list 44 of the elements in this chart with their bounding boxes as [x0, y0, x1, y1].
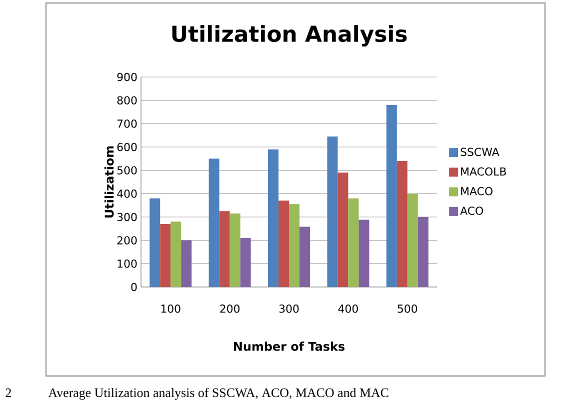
legend-label: SSCWA [460, 148, 500, 156]
text: 2 [6, 388, 11, 397]
x-tick-label: 500 [398, 304, 418, 313]
bar [289, 204, 300, 287]
bar [300, 226, 310, 287]
y-tick-label: 600 [117, 142, 137, 152]
bar [396, 161, 408, 287]
bar [230, 214, 240, 287]
x-tick-label: 300 [279, 304, 299, 313]
legend-label: ACO [460, 206, 484, 215]
bar [219, 211, 230, 287]
bar [358, 220, 370, 287]
y-tick-label: 200 [117, 236, 137, 244]
bar [327, 136, 338, 287]
y-tick-label: 100 [118, 260, 137, 268]
bar [240, 238, 251, 287]
legend-label: MACO [461, 187, 492, 196]
x-axis-title: Number of Tasks [234, 342, 345, 351]
y-tick-label: 700 [117, 120, 137, 128]
y-tick-label: 0 [131, 282, 137, 292]
y-tick-label: 800 [117, 96, 137, 104]
bar [348, 198, 359, 287]
x-tick-label: 200 [220, 304, 240, 313]
chart-title: Utilization Analysis [172, 25, 407, 47]
y-tick-label: 300 [117, 212, 137, 222]
y-tick-label: 400 [117, 190, 137, 198]
bar [150, 198, 160, 287]
bar [338, 172, 348, 287]
x-tick-label: 400 [338, 304, 358, 313]
bar [208, 158, 220, 287]
x-tick-label: 100 [161, 304, 180, 313]
text: Average Utilization analysis of SSCWA, ACO, MACO and MAC [48, 388, 388, 400]
y-axis-title: Utilizatiom [104, 146, 114, 218]
legend-label: MACOLB [461, 167, 506, 176]
bar [170, 222, 182, 287]
bar [418, 217, 428, 287]
bar [160, 224, 171, 287]
bar [386, 105, 397, 287]
bar [181, 240, 192, 287]
y-tick-label: 500 [117, 166, 137, 174]
y-tick-label: 900 [117, 72, 137, 82]
bar [407, 194, 418, 287]
bar [278, 200, 290, 287]
bar [268, 149, 279, 287]
